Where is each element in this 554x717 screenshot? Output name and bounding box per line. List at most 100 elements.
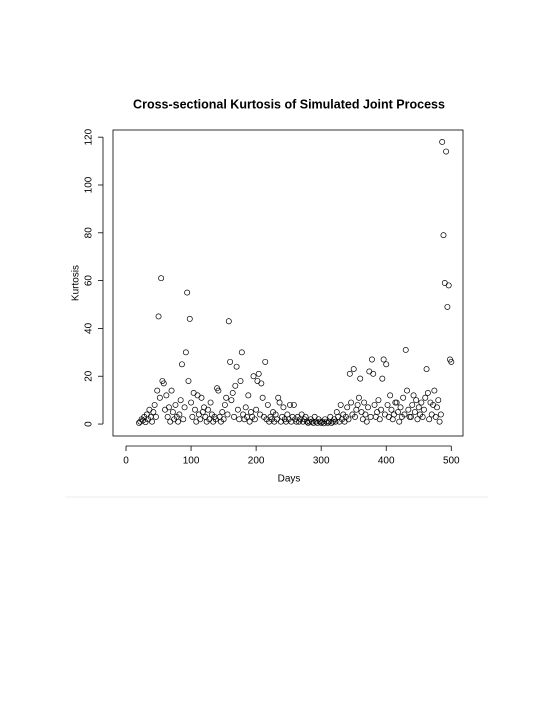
point — [233, 363, 240, 370]
point — [221, 401, 228, 408]
point — [155, 313, 162, 320]
point — [365, 404, 371, 411]
point — [232, 382, 239, 389]
point — [229, 390, 236, 396]
point — [431, 387, 438, 394]
x-tick-label: 300 — [313, 456, 330, 467]
point — [186, 315, 193, 322]
point — [435, 397, 442, 404]
point — [332, 418, 339, 425]
point — [290, 401, 297, 408]
point — [163, 392, 170, 399]
point — [220, 416, 227, 423]
point — [363, 418, 370, 425]
point — [437, 411, 444, 418]
point — [445, 282, 452, 289]
point — [219, 409, 226, 416]
point — [362, 411, 369, 418]
point — [188, 399, 195, 406]
point — [361, 399, 368, 406]
point — [383, 361, 390, 368]
point — [185, 378, 192, 384]
point — [371, 401, 378, 408]
point — [250, 373, 257, 380]
point — [413, 397, 420, 404]
point — [151, 401, 158, 408]
point — [436, 418, 443, 425]
point — [401, 411, 408, 418]
point — [396, 418, 403, 425]
x-axis-label: Days — [278, 474, 301, 485]
point — [415, 404, 422, 411]
point — [192, 406, 198, 413]
point — [448, 358, 455, 365]
point — [242, 404, 249, 411]
point — [408, 413, 414, 420]
point — [352, 413, 358, 420]
x-tick-label: 100 — [183, 456, 200, 467]
point — [346, 370, 353, 377]
point — [182, 349, 189, 356]
point — [378, 406, 384, 413]
point — [379, 375, 386, 382]
point — [402, 346, 409, 353]
point — [380, 356, 387, 363]
point — [345, 416, 352, 423]
point — [165, 404, 172, 411]
point — [422, 394, 429, 401]
point — [440, 232, 447, 239]
point — [350, 366, 357, 373]
point — [355, 394, 362, 401]
point — [181, 404, 188, 411]
point — [160, 380, 167, 387]
point — [237, 378, 244, 384]
point — [439, 139, 446, 145]
point — [168, 387, 175, 394]
point — [404, 387, 411, 394]
point — [215, 387, 222, 394]
point — [368, 356, 375, 363]
point — [376, 416, 383, 423]
point — [152, 413, 159, 420]
point — [149, 418, 155, 425]
point — [180, 416, 187, 423]
point — [164, 413, 171, 420]
point — [228, 397, 235, 404]
point — [175, 418, 182, 425]
point — [280, 404, 287, 411]
point — [384, 401, 391, 408]
y-tick-label: 80 — [84, 227, 95, 239]
point — [179, 361, 185, 368]
point — [348, 399, 355, 406]
y-tick-label: 0 — [84, 421, 95, 427]
point — [410, 392, 417, 399]
point — [262, 358, 269, 365]
point — [387, 392, 394, 399]
point — [287, 401, 293, 408]
chart-title: Cross-sectional Kurtosis of Simulated Jo… — [133, 97, 445, 111]
point — [310, 419, 317, 426]
point — [405, 406, 412, 413]
point — [245, 392, 252, 399]
y-axis-label: Kurtosis — [71, 265, 82, 301]
x-tick-label: 400 — [378, 456, 395, 467]
point — [184, 289, 191, 296]
y-tick-label: 100 — [84, 176, 95, 193]
point — [344, 404, 351, 411]
point — [259, 394, 266, 401]
point — [227, 358, 234, 365]
point — [176, 411, 183, 418]
point — [370, 370, 377, 377]
point — [432, 413, 439, 420]
point — [443, 148, 450, 155]
point — [397, 404, 404, 411]
point — [234, 406, 241, 413]
x-tick-label: 200 — [248, 456, 265, 467]
point — [197, 416, 204, 423]
point — [444, 303, 451, 310]
point — [158, 275, 165, 282]
point — [156, 394, 163, 401]
point — [246, 418, 253, 425]
point — [205, 406, 211, 413]
point — [238, 349, 245, 356]
